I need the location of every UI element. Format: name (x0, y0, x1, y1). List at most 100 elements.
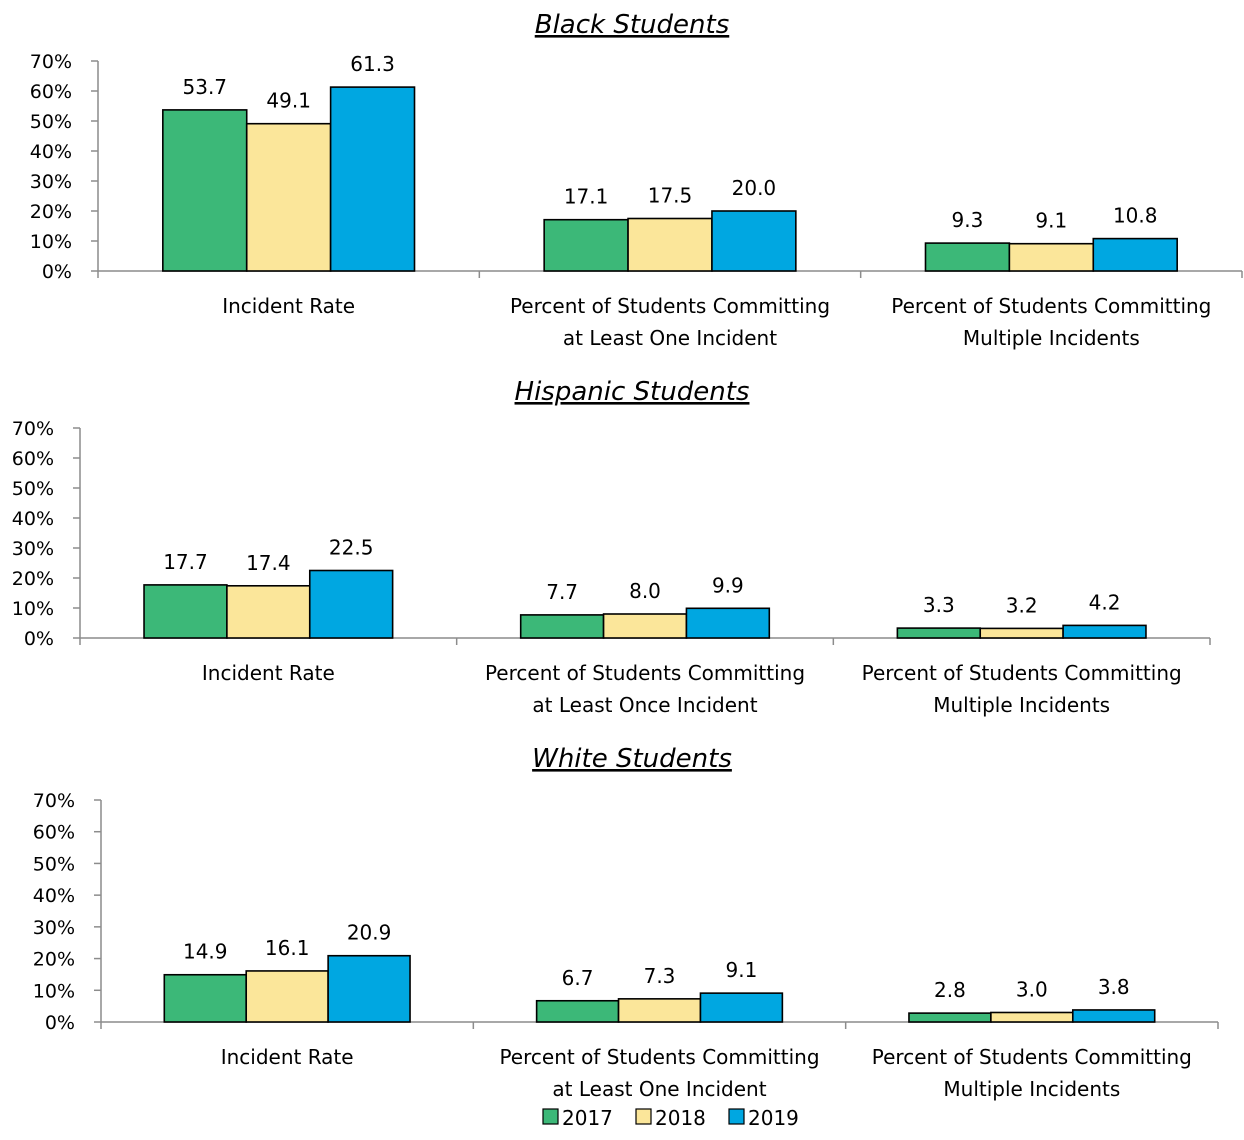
chart-3-data-label: 3.0 (1016, 977, 1048, 1001)
chart-1-bar-2017-cat3 (924, 242, 1011, 272)
chart-1-bar-2019-cat3 (1092, 237, 1178, 272)
chart-1-data-label: 9.3 (952, 208, 984, 232)
chart-2-y-tick-label: 40% (12, 508, 54, 530)
chart-1-title: Black Students (535, 10, 730, 40)
chart-1-y-tick-label: 20% (30, 201, 72, 223)
chart-2-y-tick-label: 50% (12, 478, 54, 500)
chart-1-y-tick-label: 30% (30, 171, 72, 193)
chart-2-title: Hispanic Students (515, 377, 750, 407)
chart-3-y-tick-label: 40% (33, 885, 75, 907)
chart-1-category-label: Incident Rate (222, 294, 355, 318)
chart-2-data-label: 8.0 (629, 579, 661, 603)
chart-1-bar-2018-cat3 (1008, 242, 1095, 272)
chart-3-y-tick-label: 0% (45, 1012, 75, 1034)
chart-2-bar-2017-cat3 (896, 627, 982, 639)
chart-3-category-label: at Least One Incident (552, 1077, 766, 1101)
chart-1-category-label: at Least One Incident (563, 326, 777, 350)
chart-2-y-tick-label: 60% (12, 448, 54, 470)
chart-1-bar-2019-cat1 (329, 86, 416, 272)
chart-1-category-label: Percent of Students Committing (510, 294, 830, 318)
chart-2-data-label: 4.2 (1089, 590, 1121, 614)
chart-2-data-label: 3.2 (1006, 593, 1038, 617)
chart-2-bar-2018-cat1 (226, 584, 311, 639)
chart-1-data-label: 49.1 (266, 89, 311, 113)
chart-2-y-tick-label: 30% (12, 538, 54, 560)
chart-1-category-label: Multiple Incidents (963, 326, 1140, 350)
chart-2-y-tick-label: 70% (12, 418, 54, 440)
chart-3-data-label: 7.3 (644, 964, 676, 988)
chart-3-title: White Students (532, 744, 732, 774)
chart-1-y-tick-label: 10% (30, 231, 72, 253)
chart-1-bar-2018-cat2 (627, 217, 713, 272)
chart-3-bar-2018-cat3 (990, 1011, 1074, 1023)
legend-swatch-2019 (728, 1108, 745, 1125)
chart-3-bar-2017-cat3 (908, 1012, 992, 1023)
chart-2-category-label: at Least Once Incident (532, 693, 757, 717)
chart-1-y-tick-label: 40% (30, 141, 72, 163)
chart-3-y-tick-label: 20% (33, 949, 75, 971)
chart-2-data-label: 22.5 (329, 536, 374, 560)
chart-1-y-tick-label: 50% (30, 111, 72, 133)
chart-3-bar-2019-cat3 (1071, 1009, 1156, 1023)
chart-3-bar-2019-cat2 (699, 992, 784, 1023)
chart-2-category-label: Incident Rate (202, 661, 335, 685)
chart-1-bar-2017-cat2 (543, 218, 629, 272)
chart-2-bar-2018-cat2 (602, 613, 688, 639)
chart-1-data-label: 17.5 (648, 184, 693, 208)
legend-label-2018: 2018 (655, 1106, 706, 1130)
chart-3-bar-2018-cat1 (245, 970, 329, 1023)
chart-1-y-tick-label: 70% (30, 51, 72, 73)
chart-3-y-tick-label: 60% (33, 822, 75, 844)
legend-swatch-2017 (542, 1108, 559, 1125)
chart-2-data-label: 3.3 (923, 593, 955, 617)
chart-2-y-tick-label: 10% (12, 598, 54, 620)
chart-3-bar-2019-cat1 (327, 954, 411, 1023)
chart-2-bar-2019-cat1 (308, 569, 394, 639)
chart-1-y-tick-label: 60% (30, 81, 72, 103)
chart-1-data-label: 17.1 (564, 185, 609, 209)
legend-swatch-2018 (635, 1108, 652, 1125)
chart-1-bar-2018-cat1 (245, 122, 332, 272)
chart-2-data-label: 9.9 (712, 573, 744, 597)
chart-2-bar-2019-cat3 (1062, 624, 1147, 639)
chart-3-data-label: 14.9 (183, 940, 228, 964)
chart-2-bar-2018-cat3 (979, 627, 1064, 639)
chart-3-y-tick-label: 10% (33, 980, 75, 1002)
chart-2-bar-2017-cat2 (519, 614, 605, 639)
chart-2-y-tick-label: 20% (12, 568, 54, 590)
chart-1-data-label: 10.8 (1113, 204, 1158, 228)
chart-1-category-label: Percent of Students Committing (891, 294, 1211, 318)
chart-2-bar-2017-cat1 (143, 584, 228, 639)
chart-2-data-label: 7.7 (546, 580, 578, 604)
chart-3-data-label: 20.9 (347, 921, 392, 945)
chart-3-bar-2017-cat1 (163, 973, 248, 1023)
chart-3-data-label: 6.7 (562, 966, 594, 990)
chart-1-bar-2019-cat2 (711, 210, 797, 272)
chart-1-data-label: 53.7 (183, 75, 228, 99)
chart-2-data-label: 17.4 (246, 551, 291, 575)
chart-3-category-label: Incident Rate (221, 1045, 354, 1069)
chart-2-data-label: 17.7 (163, 550, 208, 574)
chart-3-category-label: Percent of Students Committing (872, 1045, 1192, 1069)
chart-3-data-label: 9.1 (726, 958, 758, 982)
chart-2-category-label: Percent of Students Committing (862, 661, 1182, 685)
chart-2-category-label: Multiple Incidents (933, 693, 1110, 717)
chart-3-y-tick-label: 50% (33, 853, 75, 875)
chart-3-y-tick-label: 30% (33, 917, 75, 939)
chart-2-bar-2019-cat2 (685, 607, 771, 639)
chart-3-y-tick-label: 70% (33, 790, 75, 812)
chart-1-y-tick-label: 0% (42, 261, 72, 283)
chart-1-data-label: 20.0 (732, 176, 777, 200)
legend-label-2019: 2019 (748, 1106, 799, 1130)
chart-3-data-label: 2.8 (934, 978, 966, 1002)
chart-2-y-tick-label: 0% (24, 628, 54, 650)
chart-3-bar-2018-cat2 (617, 998, 702, 1023)
chart-3-data-label: 3.8 (1098, 975, 1130, 999)
chart-3-bar-2017-cat2 (535, 999, 620, 1023)
chart-3-data-label: 16.1 (265, 936, 310, 960)
chart-3-category-label: Multiple Incidents (943, 1077, 1120, 1101)
chart-1-data-label: 9.1 (1035, 209, 1067, 233)
chart-2-category-label: Percent of Students Committing (485, 661, 805, 685)
